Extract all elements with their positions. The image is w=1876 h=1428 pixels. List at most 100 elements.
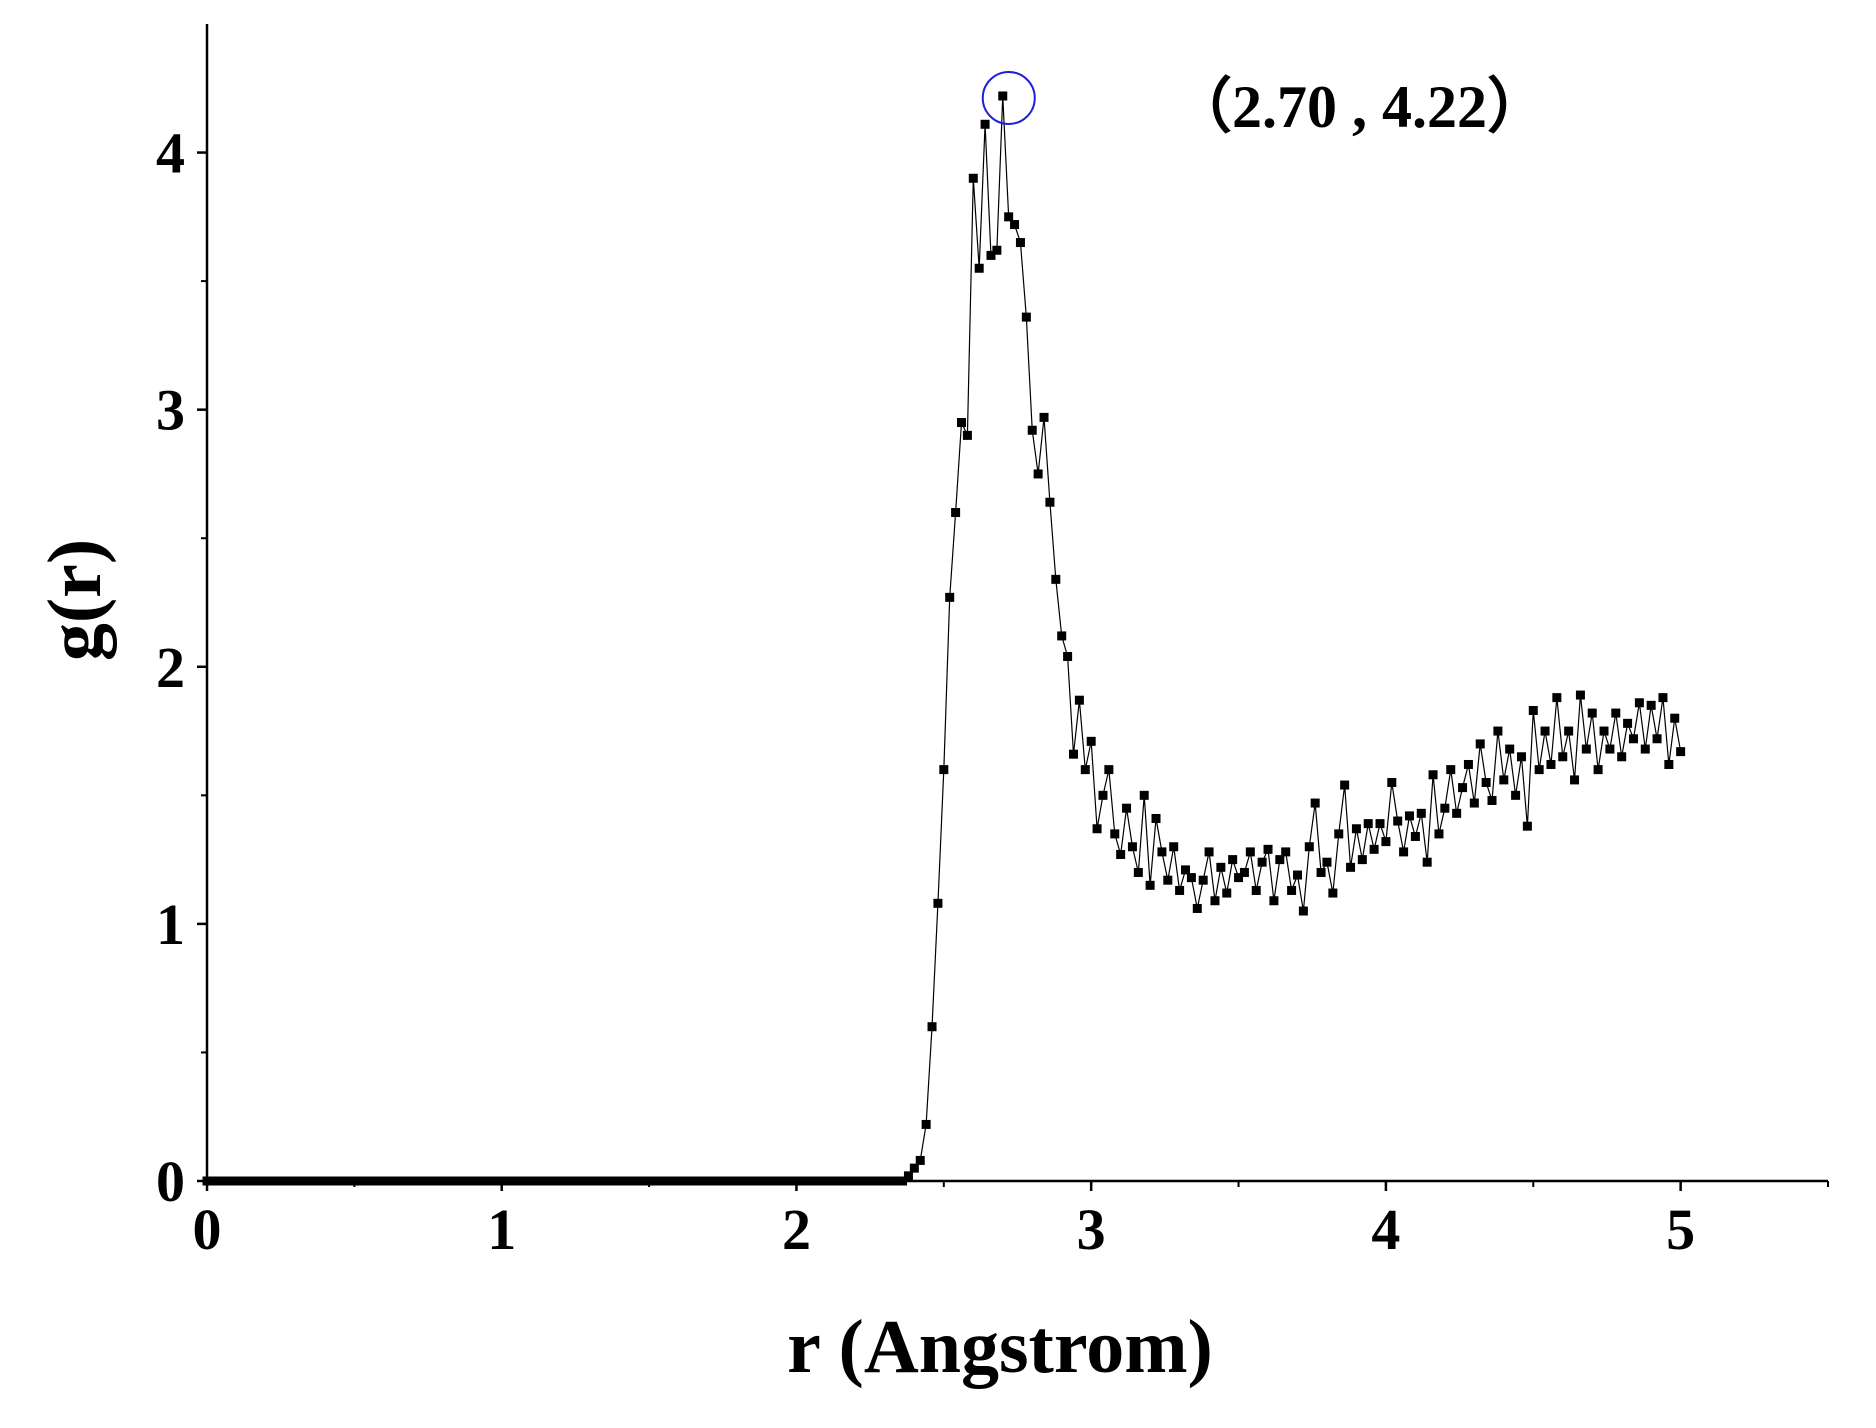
data-point (939, 765, 949, 775)
data-point (343, 1176, 353, 1186)
data-point (1346, 862, 1356, 872)
data-point (1004, 212, 1014, 222)
data-point (709, 1176, 719, 1186)
data-point (361, 1176, 371, 1186)
data-point (733, 1176, 743, 1186)
data-point (450, 1176, 460, 1186)
data-point (1210, 896, 1220, 906)
y-tick-label: 0 (156, 1149, 185, 1214)
data-point (367, 1176, 377, 1186)
data-point (1640, 744, 1650, 754)
data-point (1216, 862, 1226, 872)
data-point (414, 1176, 424, 1186)
data-point (249, 1176, 259, 1186)
data-point (662, 1176, 672, 1186)
data-point (320, 1176, 330, 1186)
data-point (1387, 777, 1397, 787)
data-point (1410, 831, 1420, 841)
data-point (915, 1155, 925, 1165)
data-point (444, 1176, 454, 1186)
data-point (1628, 734, 1638, 744)
data-point (1198, 875, 1208, 885)
data-point (1351, 824, 1361, 834)
data-point (290, 1176, 300, 1186)
data-point (1564, 726, 1574, 736)
data-point (1074, 695, 1084, 705)
data-point (279, 1176, 289, 1186)
data-point (1458, 783, 1468, 793)
data-point (691, 1176, 701, 1186)
data-point (314, 1176, 324, 1186)
data-point (951, 508, 961, 518)
data-point (1493, 726, 1503, 736)
data-point (1440, 803, 1450, 813)
data-point (650, 1176, 660, 1186)
data-point (644, 1176, 654, 1186)
data-point (1511, 790, 1521, 800)
data-point (503, 1176, 513, 1186)
data-point (874, 1176, 884, 1186)
data-point (1245, 847, 1255, 857)
data-point (756, 1176, 766, 1186)
x-tick-label: 0 (193, 1197, 222, 1262)
data-point (1587, 708, 1597, 718)
data-point (1163, 875, 1173, 885)
data-point (349, 1176, 359, 1186)
data-point (1404, 811, 1414, 821)
data-point (1446, 765, 1456, 775)
data-point (1328, 888, 1338, 898)
y-axis-label: g(r) (33, 539, 117, 661)
data-point (1051, 574, 1061, 584)
data-point (962, 430, 972, 440)
data-point (231, 1176, 241, 1186)
data-point (1175, 885, 1185, 895)
y-tick-label: 4 (156, 121, 185, 186)
data-point (621, 1176, 631, 1186)
data-point (296, 1176, 306, 1186)
data-point (715, 1176, 725, 1186)
data-point (898, 1176, 908, 1186)
data-point (703, 1176, 713, 1186)
data-point (567, 1176, 577, 1186)
data-point (1340, 780, 1350, 790)
x-axis-label: r (Angstrom) (787, 1305, 1213, 1389)
data-point (1316, 867, 1326, 877)
data-point (626, 1176, 636, 1186)
data-point (562, 1176, 572, 1186)
data-point (1010, 220, 1020, 230)
data-point (1469, 798, 1479, 808)
data-point (308, 1176, 318, 1186)
data-point (1251, 885, 1261, 895)
data-point (420, 1176, 430, 1186)
data-point (892, 1176, 902, 1186)
data-point (1234, 873, 1244, 883)
data-point (544, 1176, 554, 1186)
data-point (1505, 744, 1515, 754)
y-tick-label: 1 (156, 892, 185, 957)
data-point (1617, 752, 1627, 762)
data-point (1228, 855, 1238, 865)
data-point (1623, 718, 1633, 728)
data-point (927, 1022, 937, 1032)
data-point (1452, 808, 1462, 818)
data-point (803, 1176, 813, 1186)
data-point (1416, 808, 1426, 818)
data-point (526, 1176, 536, 1186)
data-point (237, 1176, 247, 1186)
data-point (1086, 736, 1096, 746)
data-point (573, 1176, 583, 1186)
data-point (1033, 469, 1043, 479)
data-point (467, 1176, 477, 1186)
data-point (868, 1176, 878, 1186)
data-point (1422, 857, 1432, 867)
data-point (243, 1176, 253, 1186)
data-point (845, 1176, 855, 1186)
data-point (839, 1176, 849, 1186)
data-point (1646, 700, 1656, 710)
data-point (1092, 824, 1102, 834)
data-point (355, 1176, 365, 1186)
data-point (1015, 238, 1025, 248)
data-point (1499, 775, 1509, 785)
data-point (591, 1176, 601, 1186)
data-point (479, 1176, 489, 1186)
